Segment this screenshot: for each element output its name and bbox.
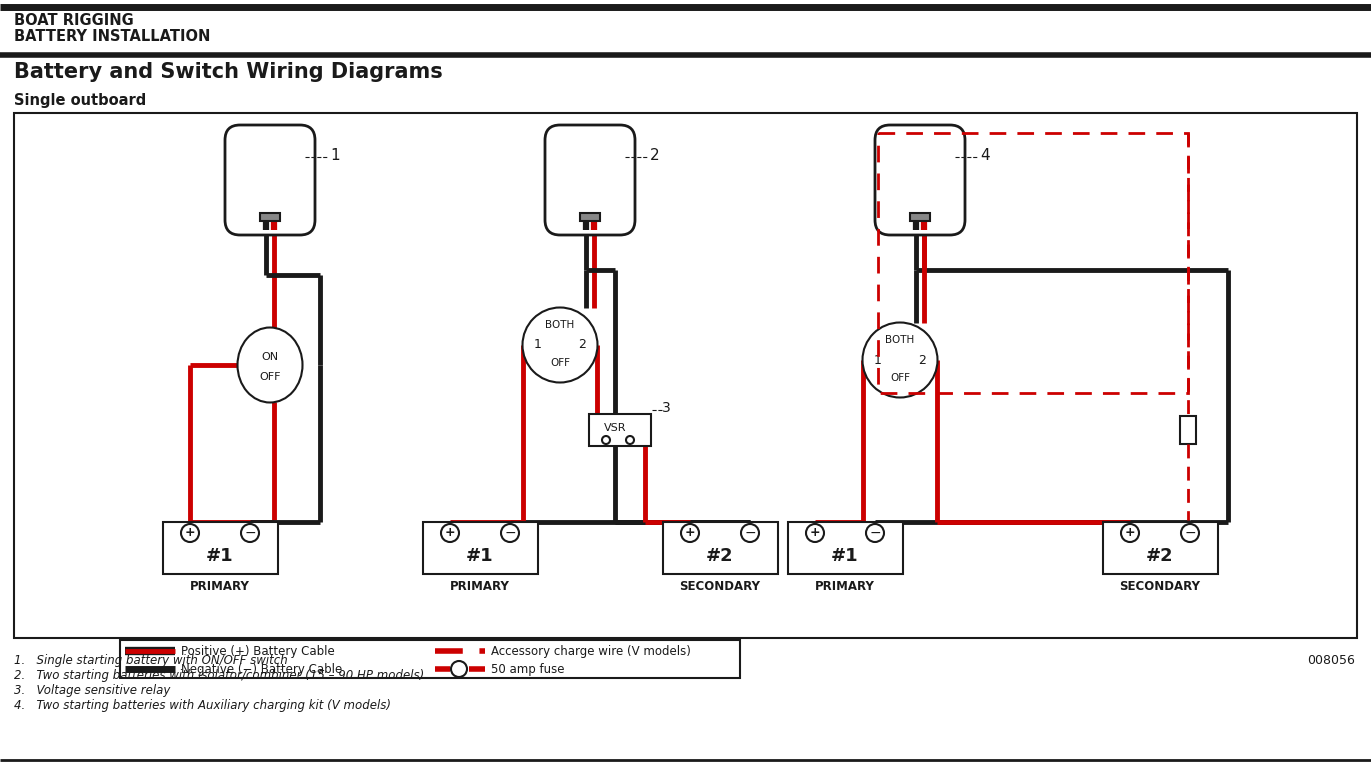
Text: #2: #2 (706, 547, 733, 565)
Bar (662, 522, 777, 574)
Bar (260, 213, 280, 221)
Circle shape (681, 524, 699, 542)
FancyBboxPatch shape (546, 125, 635, 235)
Text: +: + (810, 526, 820, 539)
Bar (787, 522, 902, 574)
Text: SECONDARY: SECONDARY (680, 580, 761, 593)
Text: 2.   Two starting batteries with isolator/combiner (15 – 90 HP models): 2. Two starting batteries with isolator/… (14, 669, 424, 682)
Text: −: − (869, 526, 880, 540)
Text: Battery and Switch Wiring Diagrams: Battery and Switch Wiring Diagrams (14, 62, 443, 82)
Text: −: − (244, 526, 256, 540)
Ellipse shape (522, 308, 598, 383)
Circle shape (500, 524, 520, 542)
Text: PRIMARY: PRIMARY (450, 580, 510, 593)
Text: 50 amp fuse: 50 amp fuse (491, 663, 565, 676)
Circle shape (866, 524, 884, 542)
Bar (422, 522, 537, 574)
Text: BATTERY INSTALLATION: BATTERY INSTALLATION (14, 29, 210, 44)
Ellipse shape (237, 328, 303, 403)
Circle shape (627, 436, 633, 444)
Text: −: − (1185, 526, 1196, 540)
Text: OFF: OFF (550, 358, 570, 368)
Text: −: − (744, 526, 755, 540)
Text: BOTH: BOTH (546, 320, 574, 330)
FancyBboxPatch shape (875, 125, 965, 235)
Bar (121, 640, 740, 678)
Text: Negative (−) Battery Cable: Negative (−) Battery Cable (181, 663, 343, 676)
Text: +: + (444, 526, 455, 539)
Text: #2: #2 (1146, 547, 1174, 565)
Text: 1.   Single starting battery with ON/OFF switch: 1. Single starting battery with ON/OFF s… (14, 654, 288, 667)
Text: 2: 2 (579, 338, 585, 351)
Text: −: − (505, 526, 515, 540)
Text: VSR: VSR (603, 423, 627, 433)
Circle shape (451, 661, 468, 677)
Circle shape (740, 524, 760, 542)
Circle shape (602, 436, 610, 444)
Text: 2: 2 (650, 147, 659, 163)
Bar (163, 522, 277, 574)
Text: 3: 3 (662, 401, 670, 415)
Circle shape (1121, 524, 1139, 542)
Text: +: + (185, 526, 195, 539)
Ellipse shape (862, 322, 938, 397)
Text: Single outboard: Single outboard (14, 93, 147, 108)
Text: +: + (1124, 526, 1135, 539)
Text: +: + (684, 526, 695, 539)
Bar (1102, 522, 1217, 574)
Text: BOTH: BOTH (886, 335, 914, 345)
Bar (590, 414, 651, 446)
Text: PRIMARY: PRIMARY (816, 580, 875, 593)
Text: 1: 1 (875, 354, 882, 367)
Text: #1: #1 (831, 547, 858, 565)
Circle shape (1180, 524, 1200, 542)
Text: 2: 2 (919, 354, 925, 367)
Circle shape (806, 524, 824, 542)
Text: ON: ON (262, 352, 278, 362)
Text: 008056: 008056 (1307, 654, 1355, 667)
Circle shape (241, 524, 259, 542)
Text: 1: 1 (535, 338, 542, 351)
Text: 1: 1 (330, 147, 340, 163)
Text: PRIMARY: PRIMARY (191, 580, 250, 593)
Text: OFF: OFF (890, 373, 910, 383)
Text: Positive (+) Battery Cable: Positive (+) Battery Cable (181, 644, 335, 657)
Text: 4.   Two starting batteries with Auxiliary charging kit (V models): 4. Two starting batteries with Auxiliary… (14, 699, 391, 712)
Text: 3.   Voltage sensitive relay: 3. Voltage sensitive relay (14, 684, 170, 697)
Text: SECONDARY: SECONDARY (1120, 580, 1201, 593)
Bar (580, 213, 600, 221)
Bar (14, 113, 1357, 638)
Circle shape (181, 524, 199, 542)
Bar (877, 133, 1189, 393)
Text: #1: #1 (206, 547, 234, 565)
FancyBboxPatch shape (225, 125, 315, 235)
Text: BOAT RIGGING: BOAT RIGGING (14, 13, 134, 28)
Text: Accessory charge wire (V models): Accessory charge wire (V models) (491, 644, 691, 657)
Text: #1: #1 (466, 547, 494, 565)
Bar (1180, 416, 1196, 444)
Circle shape (441, 524, 459, 542)
Bar (910, 213, 930, 221)
Text: 4: 4 (980, 147, 990, 163)
Text: OFF: OFF (259, 372, 281, 382)
